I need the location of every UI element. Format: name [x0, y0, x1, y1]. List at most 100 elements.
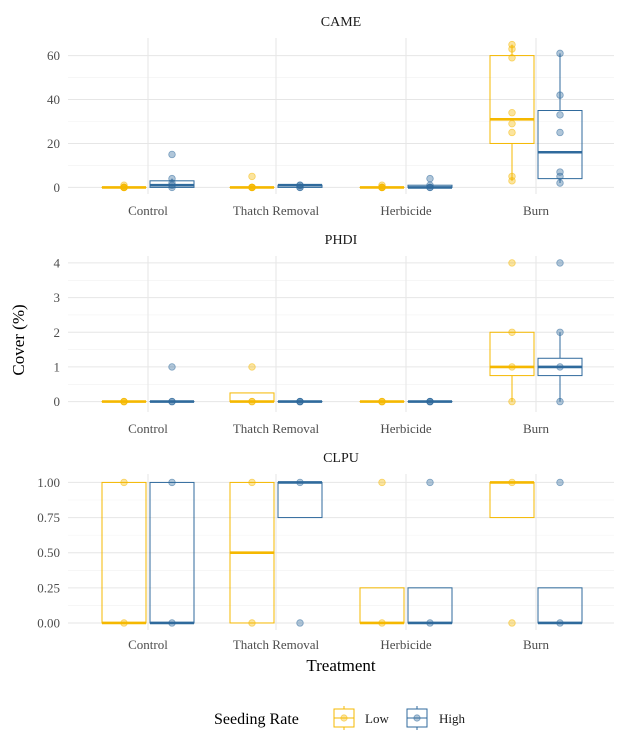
- data-point: [248, 363, 256, 371]
- data-point: [508, 109, 516, 117]
- data-point: [120, 181, 128, 189]
- legend-label-low: Low: [365, 711, 389, 726]
- data-point: [168, 150, 176, 159]
- box-high-thatch-removal: [277, 181, 323, 192]
- box-low-thatch-removal: [229, 363, 275, 406]
- data-point: [556, 619, 564, 627]
- data-point: [378, 397, 386, 406]
- legend-title: Seeding Rate: [214, 711, 299, 728]
- data-point: [508, 619, 516, 627]
- x-tick-label: Thatch Removal: [233, 637, 320, 652]
- data-point: [248, 183, 256, 192]
- data-point: [296, 478, 304, 487]
- data-point: [120, 397, 128, 406]
- x-tick-label: Burn: [523, 421, 550, 436]
- data-point: [296, 397, 304, 406]
- data-point: [426, 478, 434, 487]
- facet-title: CAME: [321, 15, 361, 30]
- y-tick-label: 0: [54, 180, 61, 195]
- data-point: [556, 328, 564, 336]
- x-tick-label: Herbicide: [380, 637, 431, 652]
- box-iqr: [489, 331, 535, 377]
- x-tick-label: Herbicide: [380, 203, 431, 218]
- data-point: [556, 168, 564, 176]
- x-axis-title: Treatment: [306, 656, 376, 675]
- box-iqr: [489, 55, 535, 144]
- data-point: [426, 174, 434, 183]
- legend-label-high: High: [439, 711, 466, 726]
- data-point: [296, 181, 304, 189]
- box-high-burn: [537, 259, 583, 406]
- facet-panel-came: CAME 0 20 40 60 Control Thatch Removal Herbicid…: [47, 15, 614, 218]
- y-tick-label: 2: [54, 325, 61, 340]
- data-point: [168, 397, 176, 406]
- data-point: [120, 183, 128, 192]
- legend-key-high: [406, 706, 428, 730]
- data-point: [508, 478, 516, 487]
- data-point: [556, 91, 564, 99]
- data-point: [168, 619, 176, 627]
- data-point: [248, 172, 256, 181]
- data-point: [168, 174, 176, 183]
- x-tick-label: Control: [128, 421, 168, 436]
- box-low-herbicide: [359, 397, 405, 406]
- data-point: [508, 54, 516, 62]
- data-point: [168, 363, 176, 371]
- y-tick-label: 3: [54, 290, 61, 305]
- legend-key-point: [413, 714, 421, 722]
- data-point: [248, 619, 256, 627]
- data-point: [378, 619, 386, 627]
- data-point: [508, 363, 516, 371]
- box-low-burn: [489, 40, 535, 185]
- legend-key-low: [333, 706, 355, 730]
- box-high-herbicide: [407, 478, 453, 627]
- data-point: [508, 119, 516, 128]
- box-low-thatch-removal: [229, 478, 275, 627]
- y-tick-label: 0.75: [37, 510, 60, 525]
- legend-key-point: [340, 714, 348, 722]
- data-point: [556, 49, 564, 58]
- box-low-control: [101, 181, 147, 192]
- data-point: [426, 183, 434, 192]
- box-low-control: [101, 478, 147, 627]
- x-tick-label: Herbicide: [380, 421, 431, 436]
- box-low-herbicide: [359, 478, 405, 627]
- box-low-burn: [489, 478, 535, 627]
- data-point: [120, 619, 128, 627]
- y-tick-label: 60: [47, 48, 60, 63]
- box-high-control: [149, 150, 195, 192]
- y-tick-label: 20: [47, 136, 60, 151]
- legend: Seeding Rate Low High: [214, 706, 466, 730]
- box-low-control: [101, 397, 147, 406]
- data-point: [556, 397, 564, 406]
- x-tick-label: Control: [128, 203, 168, 218]
- box-high-burn: [537, 478, 583, 627]
- x-tick-label: Burn: [523, 203, 550, 218]
- data-point: [556, 259, 564, 267]
- x-tick-label: Thatch Removal: [233, 203, 320, 218]
- data-point: [168, 478, 176, 487]
- data-point: [508, 397, 516, 406]
- data-point: [426, 397, 434, 406]
- box-low-burn: [489, 259, 535, 406]
- box-high-burn: [537, 49, 583, 187]
- data-point: [508, 172, 516, 181]
- box-high-herbicide: [407, 174, 453, 192]
- y-axis-title: Cover (%): [9, 304, 28, 375]
- data-point: [296, 183, 304, 192]
- facet-panel-phdi: PHDI 0 1 2 3 4 Control Thatch Removal Herbicide B…: [54, 233, 614, 436]
- data-point: [120, 478, 128, 487]
- data-point: [556, 363, 564, 371]
- data-point: [296, 619, 304, 627]
- data-point: [508, 128, 516, 137]
- y-tick-label: 4: [54, 255, 61, 270]
- data-point: [508, 259, 516, 267]
- y-tick-label: 0.25: [37, 580, 60, 595]
- x-tick-label: Burn: [523, 637, 550, 652]
- data-point: [556, 128, 564, 137]
- box-high-thatch-removal: [277, 397, 323, 406]
- data-point: [508, 40, 516, 49]
- x-tick-label: Control: [128, 637, 168, 652]
